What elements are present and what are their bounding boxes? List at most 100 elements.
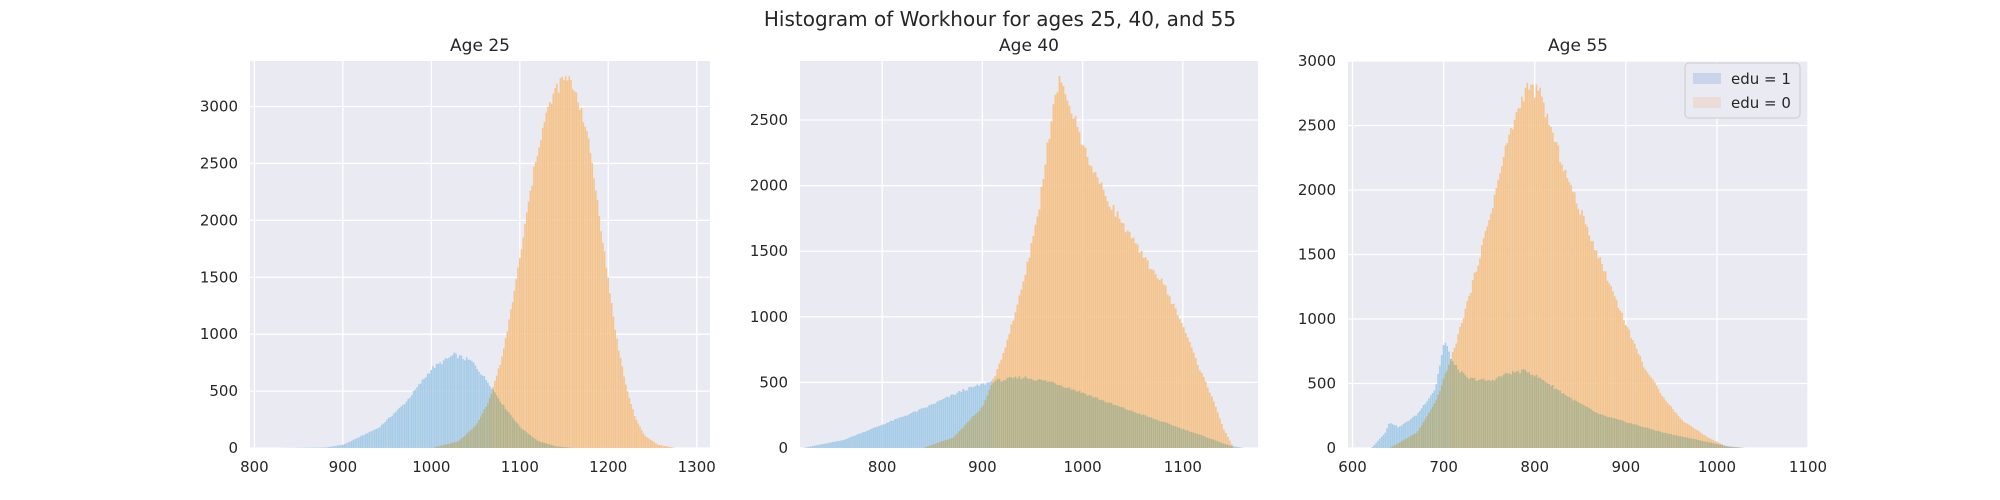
bin-overlap — [1677, 436, 1680, 448]
bin-overlap — [1070, 389, 1073, 448]
bin-edu0 — [1621, 312, 1623, 448]
bin-edu0 — [660, 445, 663, 448]
bin-edu0 — [1152, 270, 1155, 448]
y-tick-label: 500 — [1307, 375, 1336, 393]
bin-overlap — [1446, 370, 1448, 448]
bin-edu0 — [1214, 406, 1217, 448]
bin-overlap — [1076, 391, 1079, 448]
bin-overlap — [1466, 377, 1469, 448]
x-tick-label: 700 — [1429, 458, 1458, 476]
bin-overlap — [1042, 380, 1045, 448]
bin-edu0 — [1050, 121, 1053, 448]
bin-overlap — [1428, 412, 1430, 448]
bin-edu1 — [828, 442, 830, 448]
bin-edu1 — [860, 433, 862, 448]
bin-overlap — [1697, 440, 1700, 448]
bin-overlap — [1086, 395, 1089, 448]
bin-overlap — [1397, 443, 1399, 448]
bin-edu0 — [664, 445, 666, 448]
bin-overlap — [1000, 381, 1003, 448]
bin-overlap — [1681, 436, 1684, 448]
bin-edu0 — [572, 89, 574, 448]
bin-edu0 — [671, 447, 673, 448]
bin-overlap — [550, 444, 553, 448]
bin-edu0 — [1697, 430, 1700, 448]
bin-edu1 — [916, 411, 919, 448]
bin-overlap — [1464, 375, 1467, 448]
bin-edu0 — [1190, 347, 1193, 448]
bin-overlap — [1154, 419, 1157, 448]
bin-edu0 — [573, 91, 576, 449]
bin-edu0 — [1652, 379, 1654, 448]
bin-overlap — [1062, 387, 1065, 448]
bin-overlap — [476, 423, 479, 448]
bin-overlap — [1453, 364, 1456, 448]
bin-overlap — [1497, 376, 1500, 448]
bin-edu1 — [434, 367, 436, 448]
subplot-title: Age 55 — [1548, 36, 1608, 56]
bin-edu0 — [1557, 145, 1560, 449]
bin-overlap — [536, 440, 539, 448]
bin-overlap — [1451, 361, 1454, 448]
bin-edu1 — [868, 430, 870, 448]
bin-edu1 — [922, 407, 925, 448]
bin-overlap — [1544, 382, 1547, 448]
bin-edu1 — [954, 394, 957, 448]
bin-overlap — [506, 410, 509, 448]
bin-edu1 — [1384, 432, 1387, 448]
bin-overlap — [1604, 415, 1607, 448]
bin-edu0 — [1162, 284, 1165, 448]
bin-edu0 — [543, 122, 546, 448]
bin-edu0 — [508, 319, 510, 448]
bin-edu1 — [386, 419, 388, 448]
bin-edu0 — [1579, 214, 1581, 448]
bin-edu0 — [1550, 126, 1552, 448]
bin-overlap — [1426, 416, 1428, 448]
bin-edu1 — [1378, 438, 1381, 448]
bin-overlap — [924, 447, 927, 448]
bin-overlap — [495, 395, 498, 448]
bin-overlap — [1114, 405, 1117, 448]
bin-edu1 — [457, 358, 459, 448]
bin-edu1 — [469, 359, 471, 448]
bin-overlap — [1490, 380, 1492, 448]
bin-edu1 — [342, 444, 344, 448]
bin-edu0 — [1532, 84, 1534, 449]
bin-edu1 — [320, 447, 323, 448]
bin-edu1 — [854, 435, 856, 448]
bin-edu0 — [1519, 108, 1521, 449]
bin-overlap — [1725, 446, 1727, 448]
bin-overlap — [992, 382, 995, 448]
bin-edu1 — [928, 405, 931, 448]
bin-edu0 — [1034, 224, 1037, 448]
bin-edu1 — [405, 401, 408, 448]
bin-overlap — [1657, 430, 1660, 448]
bin-edu1 — [375, 428, 378, 448]
bin-edu1 — [914, 411, 917, 448]
y-tick-label: 2500 — [200, 154, 238, 172]
bin-overlap — [520, 428, 523, 448]
bin-edu0 — [614, 329, 617, 448]
bin-edu0 — [580, 108, 583, 448]
bin-edu0 — [1044, 164, 1047, 448]
bin-edu1 — [449, 356, 452, 448]
bin-edu0 — [1661, 395, 1663, 448]
bin-edu0 — [545, 112, 548, 449]
y-tick-label: 1000 — [200, 325, 238, 343]
bin-edu0 — [1679, 418, 1682, 448]
y-tick-label: 0 — [228, 439, 238, 457]
bin-edu1 — [380, 424, 383, 448]
bin-overlap — [1471, 378, 1474, 448]
bin-edu1 — [336, 445, 339, 448]
bin-edu1 — [846, 438, 848, 448]
bin-edu0 — [1479, 258, 1481, 448]
bin-edu0 — [1646, 372, 1649, 448]
bin-edu1 — [1393, 425, 1396, 448]
bin-edu0 — [1024, 274, 1027, 448]
bin-overlap — [1433, 403, 1436, 448]
bin-edu1 — [393, 413, 395, 448]
bin-overlap — [462, 437, 464, 448]
bin-overlap — [1479, 379, 1481, 448]
bin-edu0 — [1612, 291, 1614, 448]
bin-overlap — [1575, 401, 1578, 448]
